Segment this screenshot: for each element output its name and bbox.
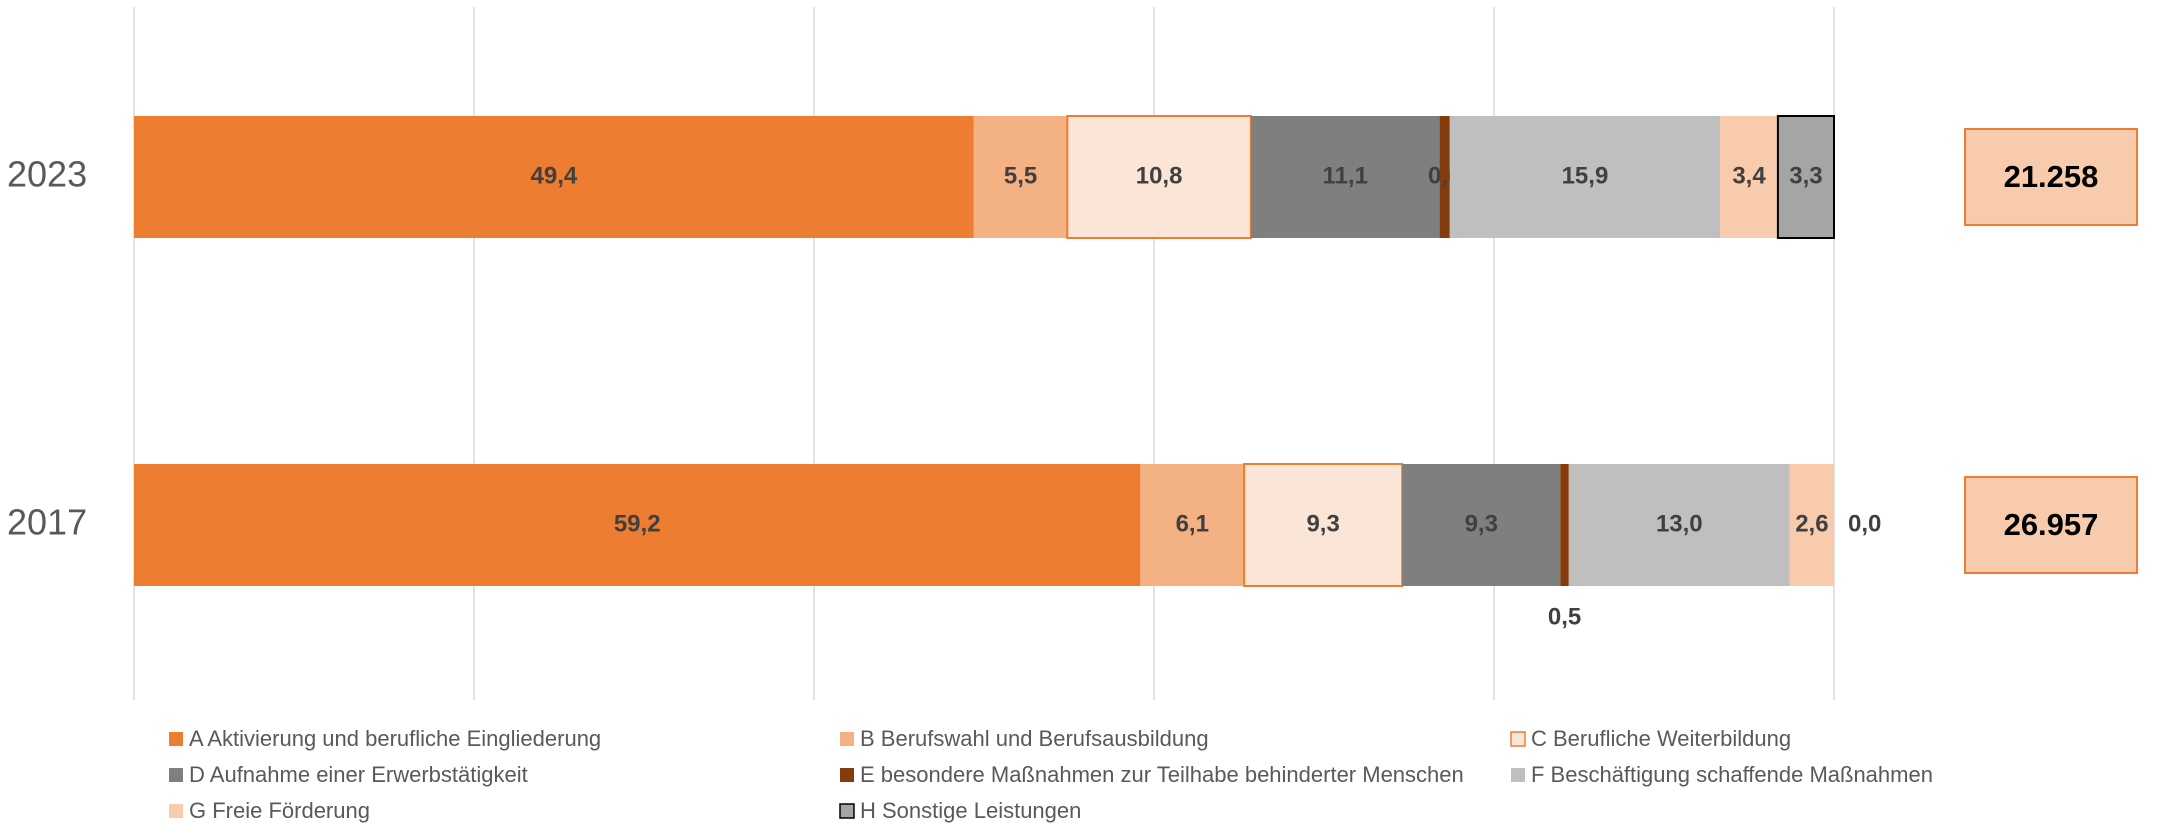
data-label: 13,0 xyxy=(1656,510,1703,537)
data-label: 11,1 xyxy=(1323,162,1368,189)
legend-swatch xyxy=(169,732,183,746)
bar-segment xyxy=(1789,464,1834,586)
bar-segment xyxy=(1439,116,1450,238)
data-label: 9,3 xyxy=(1465,510,1498,537)
data-label: 3,3 xyxy=(1789,162,1822,189)
bar-segment xyxy=(134,464,1141,586)
bar-segment xyxy=(134,116,974,238)
data-label: 0,5 xyxy=(1548,603,1581,630)
bar-segment xyxy=(1560,464,1569,586)
bar-segment xyxy=(1720,116,1778,238)
total-label: 26.957 xyxy=(2004,507,2099,542)
legend-swatch xyxy=(1511,768,1525,782)
data-label: 59,2 xyxy=(614,510,661,537)
legend-label: F Beschäftigung schaffende Maßnahmen xyxy=(1531,762,1933,787)
data-label: 3,4 xyxy=(1732,162,1766,189)
bar-segment xyxy=(1402,464,1561,586)
legend-swatch xyxy=(1510,731,1526,747)
legend-swatch xyxy=(840,732,854,746)
bar-segment xyxy=(973,116,1068,238)
legend-label: B Berufswahl und Berufsausbildung xyxy=(860,726,1209,751)
total-box xyxy=(1964,476,2138,574)
legend-label: D Aufnahme einer Erwerbstätigkeit xyxy=(189,762,528,787)
total-label: 21.258 xyxy=(2004,159,2099,194)
bar-segment xyxy=(1250,116,1440,238)
bar-segment xyxy=(1449,116,1721,238)
legend-swatch xyxy=(840,768,854,782)
bar-segment xyxy=(1776,115,1836,239)
legend-swatch xyxy=(169,768,183,782)
legend-label: A Aktivierung und berufliche Eingliederu… xyxy=(189,726,601,751)
legend-label: C Berufliche Weiterbildung xyxy=(1531,726,1791,751)
data-label: 9,3 xyxy=(1306,510,1339,537)
legend-swatch xyxy=(169,804,183,818)
total-box xyxy=(1964,128,2138,226)
data-label: 10,8 xyxy=(1136,162,1183,189)
category-label: 2023 xyxy=(7,154,87,195)
data-label: 2,6 xyxy=(1795,510,1828,537)
legend-label: E besondere Maßnahmen zur Teilhabe behin… xyxy=(860,762,1464,787)
bar-segment xyxy=(1140,464,1245,586)
data-label: 15,9 xyxy=(1562,162,1609,189)
category-label: 2017 xyxy=(7,502,87,543)
bar-segment xyxy=(1066,115,1252,239)
bar-segment xyxy=(1568,464,1790,586)
legend-label: G Freie Förderung xyxy=(189,798,370,823)
data-label: 0,0 xyxy=(1848,510,1881,537)
data-label: 5,5 xyxy=(1004,162,1037,189)
legend-label: H Sonstige Leistungen xyxy=(860,798,1081,823)
data-label: 49,4 xyxy=(531,162,578,189)
data-label: 6,1 xyxy=(1176,510,1209,537)
legend-swatch xyxy=(839,803,855,819)
